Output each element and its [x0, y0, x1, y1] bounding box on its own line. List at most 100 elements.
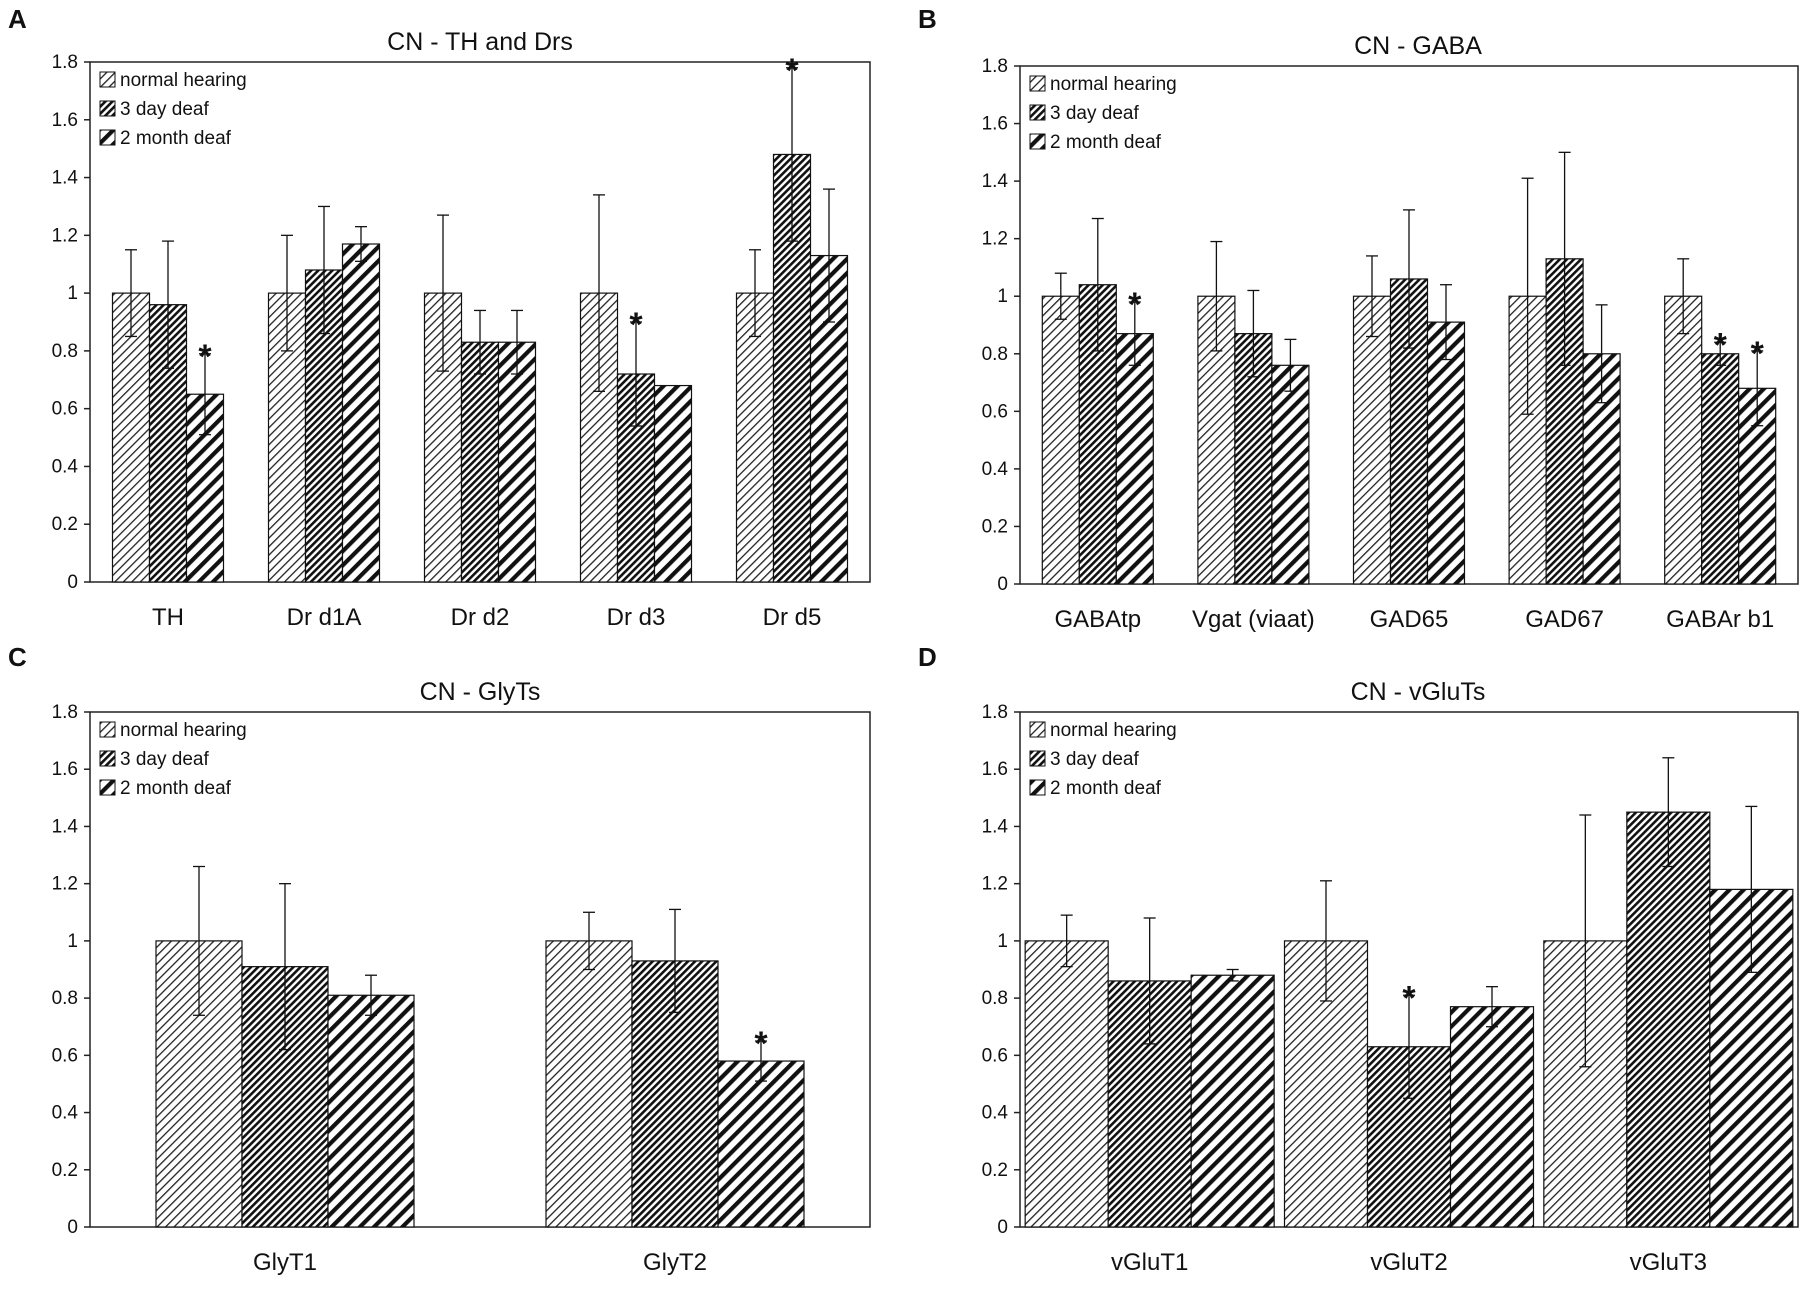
y-tick-label: 1.6 — [52, 759, 78, 780]
y-tick-label: 0.4 — [52, 1103, 79, 1124]
y-tick-label: 0.8 — [52, 988, 78, 1009]
legend-swatch — [1029, 779, 1046, 796]
legend-swatch — [99, 779, 116, 796]
x-category-label: GABAr b1 — [1666, 606, 1774, 633]
y-tick-label: 0 — [67, 572, 78, 593]
bar-normal-hearing — [111, 292, 151, 583]
legend-swatch — [99, 750, 116, 767]
legend-label: 3 day deaf — [1050, 103, 1139, 124]
significance-star: * — [1751, 335, 1765, 373]
legend-swatch — [1029, 750, 1046, 767]
y-tick-label: 0.8 — [982, 988, 1008, 1009]
y-tick-label: 1.2 — [52, 225, 78, 246]
y-tick-label: 0.4 — [52, 456, 79, 477]
bar-normal-hearing — [735, 292, 775, 583]
chart-title: CN - vGluTs — [1351, 678, 1486, 706]
legend-swatch — [1029, 75, 1046, 92]
y-tick-label: 0.6 — [52, 399, 78, 420]
plot-frame — [89, 711, 871, 1228]
legend-label: normal hearing — [1050, 74, 1177, 95]
y-tick-label: 1.6 — [982, 759, 1008, 780]
panel-letter: D — [918, 642, 937, 672]
bar-2-month-deaf — [653, 384, 693, 583]
legend-swatch — [99, 129, 116, 146]
y-tick-label: 0.6 — [982, 1045, 1008, 1066]
y-tick-label: 0.2 — [982, 516, 1008, 537]
panel-letter: B — [918, 4, 937, 34]
y-tick-label: 1.8 — [982, 702, 1008, 723]
significance-star: * — [785, 52, 799, 90]
y-tick-label: 0 — [67, 1217, 78, 1238]
legend-label: 2 month deaf — [120, 128, 232, 149]
x-category-label: GABAtp — [1054, 606, 1141, 633]
y-tick-label: 1.6 — [982, 114, 1008, 135]
y-tick-label: 1.8 — [52, 52, 78, 73]
significance-star: * — [629, 306, 643, 344]
y-tick-label: 0.4 — [982, 1103, 1009, 1124]
legend-swatch — [99, 721, 116, 738]
x-category-label: Dr d2 — [451, 604, 510, 631]
bar-normal-hearing — [1041, 295, 1080, 585]
y-tick-label: 0.8 — [982, 344, 1008, 365]
y-tick-label: 1.6 — [52, 110, 78, 131]
y-tick-label: 1.8 — [982, 56, 1008, 77]
panel-letter: A — [8, 4, 27, 34]
legend-label: 3 day deaf — [1050, 749, 1139, 770]
y-tick-label: 1.2 — [982, 874, 1008, 895]
x-category-label: Dr d3 — [607, 604, 666, 631]
bar-2-month-deaf — [327, 994, 415, 1228]
legend: normal hearing 3 day deaf 2 month deaf — [99, 720, 247, 799]
y-tick-label: 1.8 — [52, 702, 78, 723]
x-category-label: Dr d5 — [763, 604, 822, 631]
chart-title: CN - TH and Drs — [387, 28, 573, 56]
x-category-label: Vgat (viaat) — [1192, 606, 1315, 633]
bar-2-month-deaf — [1190, 974, 1275, 1228]
chart-panel-b: B CN - GABA 0 0.2 0.4 0.6 0.8 1 1.2 1.4 1.6 1.8 GABA… — [918, 4, 1799, 633]
legend-swatch — [1029, 721, 1046, 738]
y-tick-label: 1 — [997, 931, 1008, 952]
legend-label: normal hearing — [120, 70, 247, 91]
bar-2-month-deaf — [1115, 333, 1154, 585]
y-tick-label: 1 — [67, 283, 78, 304]
y-tick-label: 0.2 — [52, 514, 78, 535]
bar-3-day-deaf — [1626, 811, 1711, 1228]
legend: normal hearing 3 day deaf 2 month deaf — [99, 70, 247, 149]
significance-star: * — [754, 1025, 768, 1063]
bar-3-day-deaf — [1389, 278, 1429, 585]
y-tick-label: 1.4 — [52, 816, 79, 837]
chart-panel-a: A CN - TH and Drs 0 0.2 0.4 0.6 0.8 1 1.2 1.4 1.6 1… — [8, 4, 871, 631]
legend-label: 2 month deaf — [1050, 132, 1162, 153]
significance-star: * — [1402, 979, 1416, 1017]
x-category-label: TH — [152, 604, 184, 631]
x-category-label: GAD65 — [1370, 606, 1449, 633]
y-tick-label: 1.4 — [982, 816, 1009, 837]
bar-3-day-deaf — [241, 966, 329, 1228]
y-tick-label: 0 — [997, 1217, 1008, 1238]
significance-star: * — [1128, 286, 1142, 324]
y-tick-label: 1.2 — [982, 229, 1008, 250]
bar-2-month-deaf — [1271, 364, 1310, 585]
x-category-label: GlyT1 — [253, 1249, 317, 1276]
bar-2-month-deaf — [1426, 321, 1466, 585]
y-tick-label: 0 — [997, 574, 1008, 595]
y-tick-label: 1.4 — [52, 168, 79, 189]
x-category-label: vGluT1 — [1111, 1249, 1188, 1276]
bar-3-day-deaf — [148, 304, 188, 583]
legend-label: 3 day deaf — [120, 99, 209, 120]
bar-2-month-deaf — [341, 243, 381, 583]
bar-2-month-deaf — [1449, 1006, 1535, 1228]
bar-normal-hearing — [1664, 295, 1703, 585]
y-tick-label: 1.2 — [52, 874, 78, 895]
y-tick-label: 1 — [997, 286, 1008, 307]
bar-3-day-deaf — [1701, 353, 1740, 585]
legend-swatch — [99, 100, 116, 117]
legend: normal hearing 3 day deaf 2 month deaf — [1029, 720, 1177, 799]
legend-label: normal hearing — [1050, 720, 1177, 741]
chart-panel-d: D CN - vGluTs 0 0.2 0.4 0.6 0.8 1 1.2 1.4 1.6 1.8 vG… — [918, 642, 1799, 1276]
legend-label: normal hearing — [120, 720, 247, 741]
x-category-label: vGluT2 — [1370, 1249, 1447, 1276]
legend: normal hearing 3 day deaf 2 month deaf — [1029, 74, 1177, 153]
chart-panel-c: C CN - GlyTs 0 0.2 0.4 0.6 0.8 1 1.2 1.4 1.6 1.8 Gly… — [8, 642, 871, 1276]
legend-label: 3 day deaf — [120, 749, 209, 770]
legend-label: 2 month deaf — [120, 778, 232, 799]
